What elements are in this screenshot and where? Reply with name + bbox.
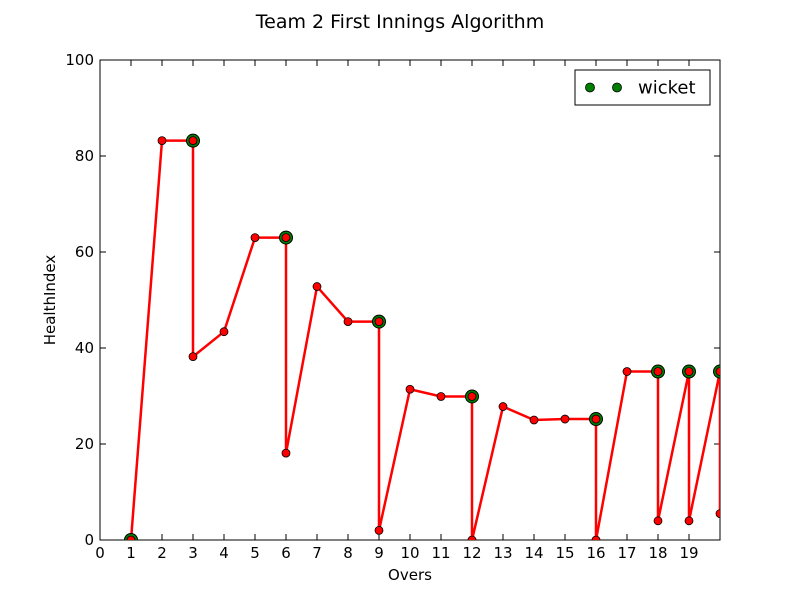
health-index-point <box>188 352 198 362</box>
x-tick-label: 3 <box>188 544 198 562</box>
y-tick-label: 40 <box>75 339 94 357</box>
health-index-point <box>684 516 694 526</box>
y-tick-label: 20 <box>75 435 94 453</box>
health-index-point <box>436 392 446 401</box>
health-index-point <box>684 367 694 376</box>
y-tick-label: 60 <box>75 243 94 261</box>
x-tick-label: 13 <box>493 544 512 562</box>
x-tick-label: 2 <box>157 544 167 562</box>
x-tick-label: 16 <box>586 544 605 562</box>
health-index-point <box>498 402 508 411</box>
plot-layer <box>124 133 720 540</box>
legend-box <box>574 69 711 106</box>
x-axis: 0 1 2 3 4 5 6 7 8 9 10 11 12 13 14 15 16 17 18 19 <box>95 60 699 562</box>
health-index-point <box>622 367 632 376</box>
legend: wicket <box>574 69 711 106</box>
x-tick-label: 0 <box>95 544 105 562</box>
health-index-point <box>343 317 353 327</box>
legend-marker <box>585 82 595 93</box>
x-tick-label: 4 <box>219 544 229 562</box>
x-tick-label: 15 <box>555 544 574 562</box>
health-index-point <box>157 136 167 146</box>
y-axis: 0 20 40 60 80 100 <box>65 51 720 549</box>
x-tick-label: 12 <box>462 544 481 562</box>
health-index-point <box>560 414 570 424</box>
health-index-point <box>374 317 384 327</box>
legend-label: wicket <box>638 78 696 99</box>
chart-title: Team 2 First Innings Algorithm <box>255 11 544 33</box>
health-index-point <box>529 415 539 425</box>
x-axis-label: Overs <box>388 566 432 584</box>
y-tick-label: 0 <box>84 531 94 549</box>
y-axis-label: HealthIndex <box>41 255 59 346</box>
health-index-point <box>405 384 415 394</box>
y-tick-label: 80 <box>75 147 94 165</box>
health-index-point <box>188 136 198 146</box>
health-index-point <box>591 535 601 540</box>
health-index-point <box>591 414 601 424</box>
x-tick-label: 18 <box>648 544 667 562</box>
health-index-point <box>653 367 663 376</box>
x-tick-label: 17 <box>617 544 636 562</box>
health-index-point <box>653 516 663 526</box>
x-tick-label: 11 <box>431 544 450 562</box>
x-tick-label: 7 <box>312 544 322 562</box>
health-index-point <box>467 535 477 540</box>
health-index-point <box>715 509 720 518</box>
health-index-point <box>281 448 291 458</box>
x-tick-label: 5 <box>250 544 260 562</box>
legend-marker <box>612 82 622 93</box>
x-tick-label: 1 <box>126 544 136 562</box>
x-tick-label: 19 <box>679 544 698 562</box>
health-index-point <box>715 367 720 376</box>
health-index-point <box>219 327 229 337</box>
x-tick-label: 14 <box>524 544 543 562</box>
health-index-line <box>129 139 720 540</box>
x-tick-label: 9 <box>374 544 384 562</box>
health-index-point <box>250 233 260 243</box>
x-tick-label: 6 <box>281 544 291 562</box>
x-tick-label: 10 <box>400 544 419 562</box>
health-index-point <box>312 282 322 291</box>
plot-marks <box>124 133 720 540</box>
health-index-point <box>126 535 136 540</box>
health-index-point <box>467 392 477 401</box>
health-index-point <box>374 526 384 535</box>
x-tick-label: 8 <box>343 544 353 562</box>
y-tick-label: 100 <box>65 51 94 69</box>
health-index-point <box>281 233 291 243</box>
